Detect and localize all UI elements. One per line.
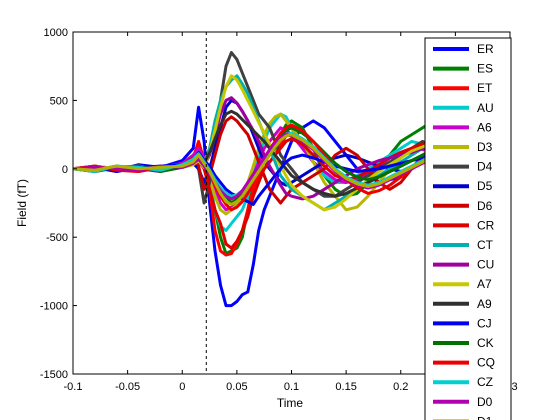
y-tick-label: 500 — [50, 95, 68, 107]
legend-label-a9: A9 — [477, 297, 492, 311]
x-axis-label: Time — [277, 396, 304, 410]
x-tick-label: -0.05 — [115, 381, 140, 393]
legend-label-d0: D0 — [477, 395, 493, 409]
legend-label-d4: D4 — [477, 160, 493, 174]
y-tick-label: -1500 — [40, 369, 68, 381]
x-tick-label: 0.1 — [284, 381, 299, 393]
legend-label-d5: D5 — [477, 179, 493, 193]
x-tick-label: -0.1 — [64, 381, 83, 393]
legend-label-cu: CU — [477, 258, 494, 272]
legend-label-d3: D3 — [477, 140, 493, 154]
legend-label-et: ET — [477, 81, 493, 95]
series-line-d1 — [73, 133, 457, 206]
legend-label-d6: D6 — [477, 199, 493, 213]
legend-label-a7: A7 — [477, 277, 492, 291]
x-tick-label: 0.15 — [335, 381, 356, 393]
legend-label-d1: D1 — [477, 414, 493, 420]
legend: ER ES ET AU A6 D3 D4 D5 D6 CR CT CU A7 A9 CJ CK CQ CZ D0 D1 — [424, 37, 512, 420]
legend-label-cr: CR — [477, 218, 495, 232]
y-tick-label: -1000 — [40, 301, 68, 313]
legend-label-er: ER — [477, 42, 494, 56]
legend-label-ck: CK — [477, 336, 494, 350]
legend-label-au: AU — [477, 101, 494, 115]
legend-label-cj: CJ — [477, 316, 492, 330]
y-tick-label: 0 — [62, 164, 68, 176]
legend-box — [424, 37, 512, 420]
y-axis-label: Field (fT) — [15, 179, 29, 227]
x-tick-label: 0.2 — [393, 381, 408, 393]
series-layer — [73, 51, 457, 308]
y-tick-label: -500 — [46, 232, 68, 244]
legend-label-ct: CT — [477, 238, 494, 252]
y-axis: -1500 -1000 -500 0 500 1000 — [40, 27, 510, 381]
legend-label-cq: CQ — [477, 356, 495, 370]
legend-label-cz: CZ — [477, 375, 493, 389]
x-tick-label: 0.05 — [226, 381, 247, 393]
legend-label-a6: A6 — [477, 120, 492, 134]
legend-label-es: ES — [477, 62, 493, 76]
y-tick-label: 1000 — [44, 27, 68, 39]
x-tick-label: 0 — [179, 381, 185, 393]
